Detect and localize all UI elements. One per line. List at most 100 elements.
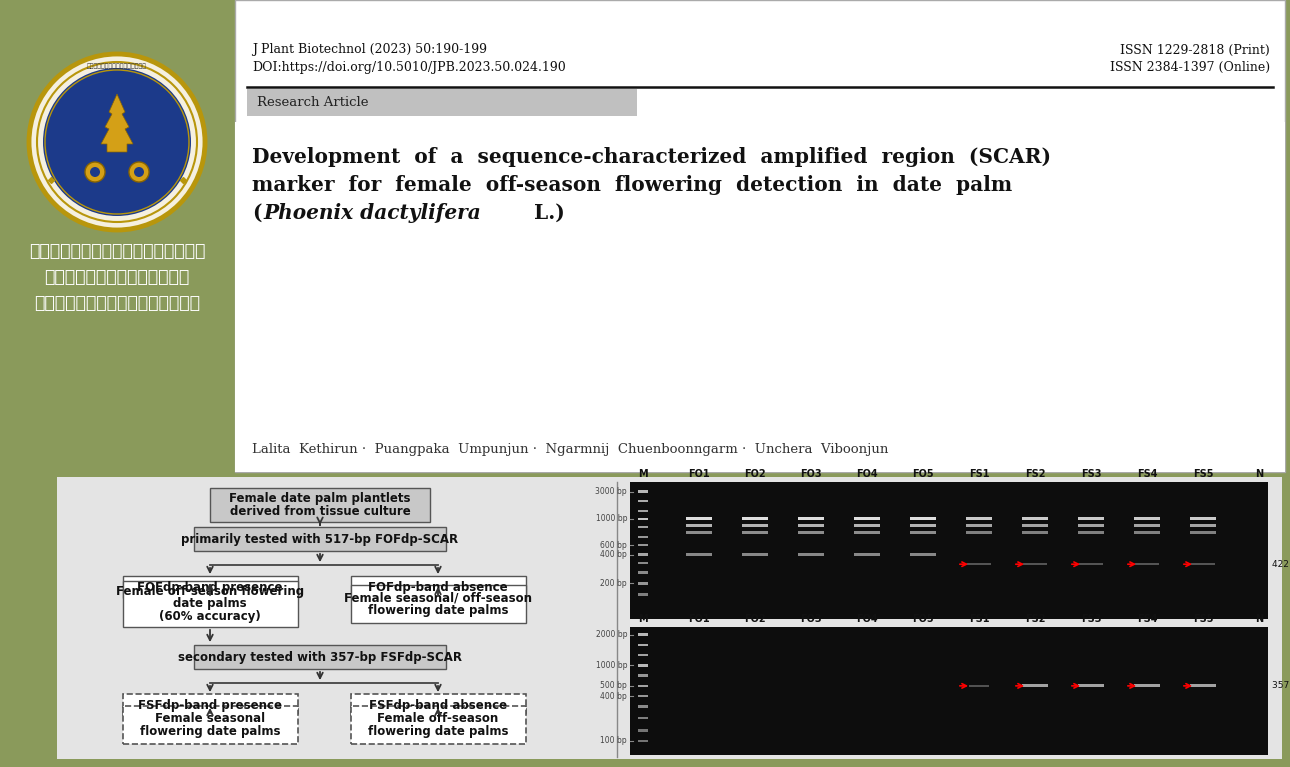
Text: 400 bp: 400 bp (600, 550, 627, 559)
FancyBboxPatch shape (1022, 518, 1047, 521)
Text: 200 bp: 200 bp (600, 579, 627, 588)
Text: M: M (639, 614, 648, 624)
FancyBboxPatch shape (909, 518, 937, 521)
FancyBboxPatch shape (194, 645, 446, 669)
Text: FOFdp-band presence: FOFdp-band presence (137, 581, 283, 594)
FancyBboxPatch shape (123, 694, 298, 716)
FancyBboxPatch shape (1022, 532, 1047, 534)
FancyBboxPatch shape (639, 535, 648, 538)
Text: 500 bp: 500 bp (600, 681, 627, 690)
FancyBboxPatch shape (639, 553, 648, 556)
FancyBboxPatch shape (639, 705, 648, 708)
FancyBboxPatch shape (1134, 518, 1160, 521)
Text: FS5: FS5 (1193, 614, 1214, 624)
FancyBboxPatch shape (909, 525, 937, 528)
Text: มหาวิทยาลัยมหิดล: มหาวิทยาลัยมหิดล (34, 294, 200, 312)
Text: FO4: FO4 (857, 614, 877, 624)
Text: date palms: date palms (173, 597, 246, 611)
Circle shape (134, 167, 144, 177)
FancyBboxPatch shape (194, 527, 446, 551)
FancyBboxPatch shape (1022, 525, 1047, 528)
Text: flowering date palms: flowering date palms (368, 604, 508, 617)
Text: J Plant Biotechnol (2023) 50:190-199: J Plant Biotechnol (2023) 50:190-199 (252, 44, 488, 57)
Polygon shape (101, 94, 133, 152)
FancyBboxPatch shape (57, 477, 1282, 759)
Text: FO3: FO3 (800, 469, 822, 479)
FancyBboxPatch shape (639, 582, 648, 584)
Text: 100 bp: 100 bp (600, 736, 627, 746)
Text: Female date palm plantlets: Female date palm plantlets (230, 492, 410, 505)
Text: FO3: FO3 (800, 614, 822, 624)
FancyBboxPatch shape (1078, 563, 1103, 565)
Text: FO1: FO1 (688, 614, 710, 624)
FancyBboxPatch shape (854, 518, 880, 521)
FancyBboxPatch shape (639, 571, 648, 574)
FancyBboxPatch shape (246, 89, 637, 116)
FancyBboxPatch shape (799, 532, 824, 534)
FancyBboxPatch shape (968, 563, 991, 565)
Text: FO1: FO1 (688, 469, 710, 479)
Text: 400 bp: 400 bp (600, 692, 627, 700)
Text: FS2: FS2 (1024, 614, 1045, 624)
FancyBboxPatch shape (235, 122, 1285, 472)
FancyBboxPatch shape (1078, 525, 1104, 528)
Text: flowering date palms: flowering date palms (368, 725, 508, 738)
Text: FS2: FS2 (1024, 469, 1045, 479)
Text: ภาควิชาพฤกษศาสตร์: ภาควิชาพฤกษศาสตร์ (28, 242, 205, 260)
FancyBboxPatch shape (854, 553, 880, 556)
Text: Female off-season flowering: Female off-season flowering (116, 584, 304, 597)
FancyBboxPatch shape (639, 634, 648, 636)
Text: Female off-season: Female off-season (378, 712, 499, 725)
FancyBboxPatch shape (969, 685, 989, 687)
FancyBboxPatch shape (1134, 532, 1160, 534)
Text: 3000 bp: 3000 bp (596, 487, 627, 496)
Text: (: ( (252, 203, 262, 223)
FancyBboxPatch shape (1022, 684, 1047, 687)
FancyBboxPatch shape (639, 490, 648, 493)
Circle shape (28, 54, 205, 230)
FancyBboxPatch shape (966, 532, 992, 534)
FancyBboxPatch shape (639, 739, 648, 742)
Text: FO5: FO5 (912, 614, 934, 624)
Text: Female seasonal: Female seasonal (155, 712, 264, 725)
FancyBboxPatch shape (1189, 518, 1216, 521)
Text: FOFdp-band absence: FOFdp-band absence (368, 581, 508, 594)
FancyBboxPatch shape (639, 518, 648, 520)
Text: 600 bp: 600 bp (600, 541, 627, 549)
FancyBboxPatch shape (1189, 525, 1216, 528)
FancyBboxPatch shape (639, 685, 648, 687)
FancyBboxPatch shape (639, 644, 648, 646)
FancyBboxPatch shape (210, 488, 430, 522)
Text: ISSN 1229-2818 (Print): ISSN 1229-2818 (Print) (1120, 44, 1269, 57)
FancyBboxPatch shape (909, 532, 937, 534)
Text: FS3: FS3 (1081, 469, 1102, 479)
FancyBboxPatch shape (799, 518, 824, 521)
FancyBboxPatch shape (686, 518, 712, 521)
FancyBboxPatch shape (351, 706, 525, 744)
FancyBboxPatch shape (1023, 563, 1047, 565)
FancyBboxPatch shape (351, 585, 525, 623)
FancyBboxPatch shape (966, 518, 992, 521)
Text: N: N (1255, 614, 1263, 624)
Text: Research Article: Research Article (257, 96, 369, 108)
FancyBboxPatch shape (1134, 684, 1160, 687)
Circle shape (43, 68, 191, 216)
Text: secondary tested with 357-bp FSFdp-SCAR: secondary tested with 357-bp FSFdp-SCAR (178, 650, 462, 663)
FancyBboxPatch shape (639, 729, 648, 732)
FancyBboxPatch shape (123, 576, 298, 598)
FancyBboxPatch shape (1134, 525, 1160, 528)
FancyBboxPatch shape (1135, 563, 1158, 565)
FancyBboxPatch shape (639, 509, 648, 512)
FancyBboxPatch shape (742, 525, 768, 528)
Text: 422 bp: 422 bp (1272, 560, 1290, 568)
Text: คณะวิทยาศาสตร์: คณะวิทยาศาสตร์ (44, 268, 190, 286)
FancyBboxPatch shape (966, 525, 992, 528)
FancyBboxPatch shape (639, 654, 648, 657)
Text: Lalita  Kethirun ·  Puangpaka  Umpunjun ·  Ngarmnij  Chuenboonngarm ·  Unchera  : Lalita Kethirun · Puangpaka Umpunjun · N… (252, 443, 889, 456)
Text: flowering date palms: flowering date palms (139, 725, 280, 738)
FancyBboxPatch shape (639, 593, 648, 596)
Text: FO2: FO2 (744, 614, 766, 624)
Text: FO4: FO4 (857, 469, 877, 479)
FancyBboxPatch shape (799, 553, 824, 556)
Text: FS1: FS1 (969, 469, 989, 479)
